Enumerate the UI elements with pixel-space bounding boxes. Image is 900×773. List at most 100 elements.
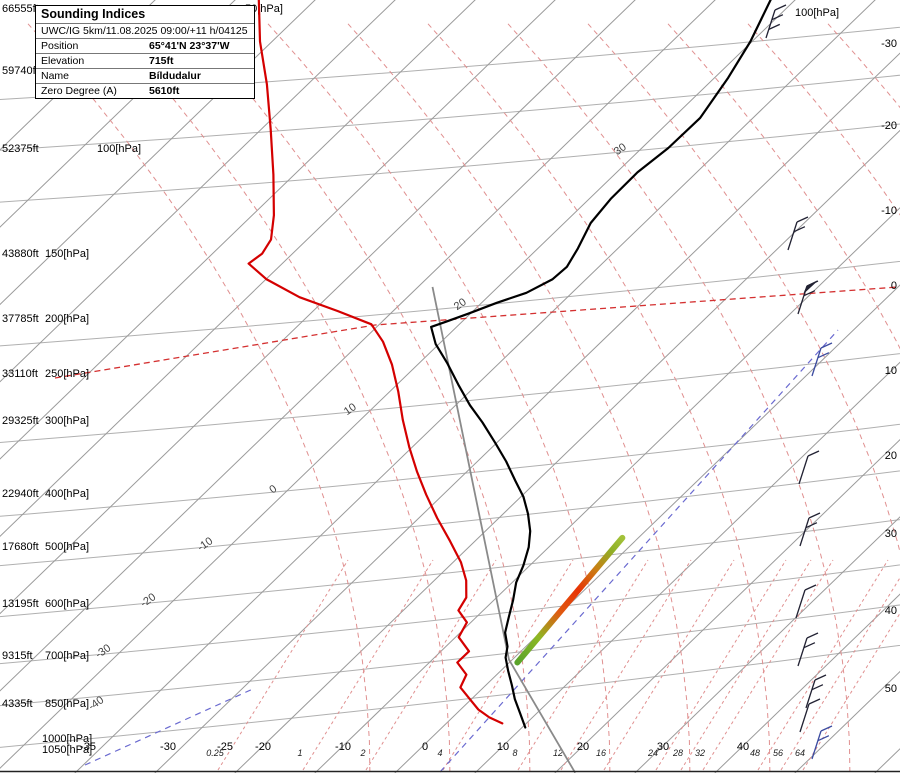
indices-row-label: Position <box>41 40 79 52</box>
wind-barb <box>799 698 821 733</box>
mixing-ratio-label: 4 <box>437 748 442 758</box>
mixing-ratio-label: 48 <box>750 748 760 758</box>
pressure-label: 600[hPa] <box>45 598 89 610</box>
mixing-ratio-label: 64 <box>795 748 805 758</box>
altitude-label: 17680ft <box>2 541 39 553</box>
wind-barbs <box>765 4 833 760</box>
bottom-temp-label: 10 <box>497 741 509 753</box>
indices-row: Zero Degree (A) 5610ft <box>36 83 254 98</box>
indices-row: Position 65°41'N 23°37'W <box>36 38 254 53</box>
altitude-label: 22940ft <box>2 488 39 500</box>
indices-row-label: Elevation <box>41 55 85 67</box>
pressure-label: 1050[hPa] <box>42 744 92 756</box>
pressure-label: 400[hPa] <box>45 488 89 500</box>
wind-barb <box>799 512 821 547</box>
altitude-label: 66555ft <box>2 3 39 15</box>
theta-label: -20 <box>138 591 158 610</box>
tropopause-line <box>54 286 899 379</box>
bottom-temp-axis-labels: -35 -30 -25 -20 -10 0 10 20 30 40 <box>80 741 749 753</box>
altitude-label: 9315ft <box>2 650 33 662</box>
theta-label: -30 <box>93 642 113 661</box>
theta-label: 0 <box>267 483 279 496</box>
mixing-ratio-label: 24 <box>647 748 658 758</box>
wind-barb <box>797 280 819 315</box>
theta-label: 10 <box>342 401 359 418</box>
pressure-label: 850[hPa] <box>45 698 89 710</box>
altitude-label: 13195ft <box>2 598 39 610</box>
altitude-label: 52375ft <box>2 143 39 155</box>
indices-row-value: 65°41'N 23°37'W <box>149 40 230 52</box>
pressure-label: 250[hPa] <box>45 368 89 380</box>
mixing-ratio-label: 2 <box>359 748 365 758</box>
pressure-label-top-right: 100[hPa] <box>795 7 839 19</box>
pressure-label: 700[hPa] <box>45 650 89 662</box>
theta-label: 30 <box>612 141 629 158</box>
mixing-ratio-label: 12 <box>553 748 563 758</box>
right-temp-label: 40 <box>885 605 897 617</box>
bottom-temp-label: 30 <box>657 741 669 753</box>
right-temp-label: -20 <box>881 120 897 132</box>
altitude-label: 37785ft <box>2 313 39 325</box>
bottom-temp-label: 0 <box>422 741 428 753</box>
cape-gradient-segment <box>514 534 626 666</box>
bottom-temp-label: 20 <box>577 741 589 753</box>
sounding-indices-panel: Sounding Indices UWC/IG 5km/11.08.2025 0… <box>35 5 255 99</box>
right-temp-label: 0 <box>891 280 897 292</box>
bottom-temp-label: -20 <box>255 741 271 753</box>
indices-rows: Position 65°41'N 23°37'W Elevation 715ft Nam… <box>36 38 254 98</box>
right-temp-label: 10 <box>885 365 897 377</box>
temperature-curve <box>430 0 772 729</box>
altitude-label: 4335ft <box>2 698 33 710</box>
right-temp-label: -10 <box>881 205 897 217</box>
bottom-temp-label: 40 <box>737 741 749 753</box>
right-temp-label: 20 <box>885 450 897 462</box>
moist-adiabat-grid <box>25 20 900 773</box>
indices-row-label: Zero Degree (A) <box>41 85 117 97</box>
mixing-ratio-label: 8 <box>512 748 517 758</box>
dewpoint-curve <box>247 0 504 725</box>
dry-adiabat-grid <box>0 26 900 748</box>
pressure-label: 300[hPa] <box>45 415 89 427</box>
mixing-ratio-label: 56 <box>773 748 783 758</box>
mixing-ratio-label: 16 <box>596 748 606 758</box>
bottom-temp-label: -30 <box>160 741 176 753</box>
theta-label: 20 <box>452 296 469 313</box>
altitude-label: 29325ft <box>2 415 39 427</box>
bottom-temp-label: -10 <box>335 741 351 753</box>
theta-label: -10 <box>195 535 215 554</box>
panel-subtitle: UWC/IG 5km/11.08.2025 09:00/+11 h/04125 <box>36 23 254 38</box>
indices-row-value: 715ft <box>149 55 174 67</box>
pressure-label: 100[hPa] <box>97 143 141 155</box>
altitude-label: 33110ft <box>2 368 38 380</box>
right-temp-axis-labels: -30 -20 -10 0 10 20 30 40 50 <box>881 38 897 695</box>
altitude-label: 59740ft <box>2 65 39 77</box>
panel-title: Sounding Indices <box>41 7 146 21</box>
indices-row: Elevation 715ft <box>36 53 254 68</box>
pressure-label: 1000[hPa] <box>42 733 92 745</box>
pressure-axis-labels: 50[hPa]100[hPa]150[hPa]200[hPa]250[hPa]3… <box>42 3 839 756</box>
wind-barb <box>787 216 809 251</box>
mixing-ratio-value-labels: 0.25 1 2 4 8 12 16 24 28 32 48 56 64 <box>206 748 805 758</box>
wind-barb <box>811 342 833 377</box>
wind-barb <box>795 584 817 619</box>
pressure-label: 200[hPa] <box>45 313 89 325</box>
blue-dashed-lines <box>84 329 839 773</box>
altitude-label: 43880ft <box>2 248 39 260</box>
wind-barb <box>797 632 819 667</box>
mixing-ratio-label: 32 <box>695 748 705 758</box>
mixing-ratio-label: 28 <box>672 748 683 758</box>
right-temp-label: -30 <box>881 38 897 50</box>
indices-row-value: Bíldudalur <box>149 70 201 82</box>
wind-barb <box>811 725 833 760</box>
parcel-curve <box>431 286 576 773</box>
wind-barb <box>805 674 827 709</box>
mixing-ratio-label: 1 <box>297 748 302 758</box>
mixing-ratio-lines <box>217 559 900 771</box>
indices-row-value: 5610ft <box>149 85 180 97</box>
pressure-label: 500[hPa] <box>45 541 89 553</box>
bottom-temp-label: -25 <box>217 741 233 753</box>
right-temp-label: 30 <box>885 528 897 540</box>
